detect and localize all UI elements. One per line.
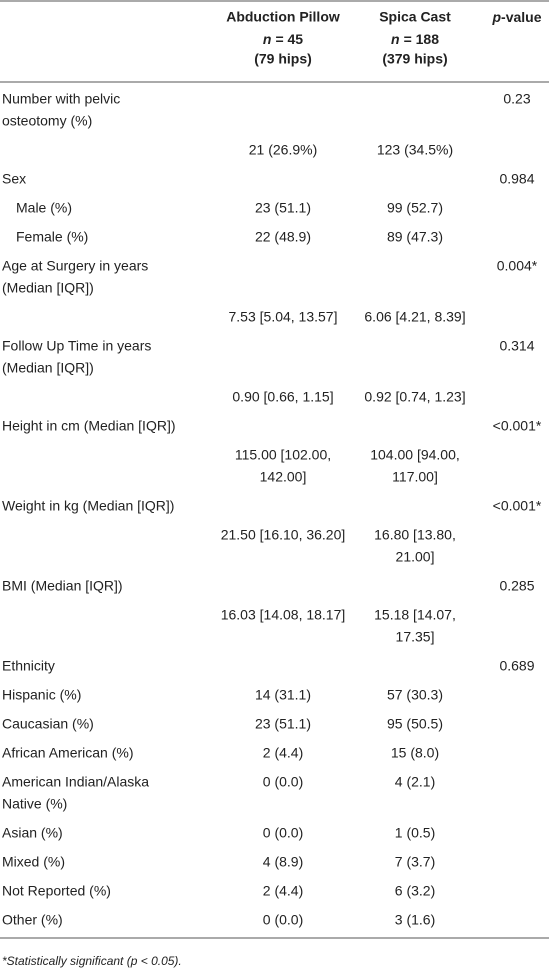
- column-title: Abduction Pillow: [226, 9, 340, 25]
- cell-label: BMI (Median [IQR]): [2, 578, 123, 594]
- cell-p: 0.23: [503, 91, 530, 107]
- column-n: n = 45: [263, 31, 303, 47]
- cell-cast: 117.00]: [392, 469, 438, 485]
- cell-label: Follow Up Time in years: [2, 338, 151, 354]
- cell-cast: 7 (3.7): [395, 854, 435, 870]
- cell-pillow: 14 (31.1): [255, 687, 311, 703]
- p-symbol: p: [491, 9, 501, 25]
- cell-cast: 16.80 [13.80,: [374, 527, 456, 543]
- cell-pillow: 4 (8.9): [263, 854, 303, 870]
- cell-cast: 57 (30.3): [387, 687, 443, 703]
- cell-label: Caucasian (%): [2, 716, 94, 732]
- cell-label: Asian (%): [2, 825, 63, 841]
- cell-cast: 6.06 [4.21, 8.39]: [364, 309, 465, 325]
- p-suffix: -value: [501, 9, 542, 25]
- cell-p: 0.285: [499, 578, 534, 594]
- n-value: = 45: [275, 31, 303, 47]
- cell-pillow: 0.90 [0.66, 1.15]: [232, 389, 333, 405]
- cell-cast: 15 (8.0): [391, 745, 439, 761]
- cell-label: (Median [IQR]): [2, 360, 94, 376]
- cell-pillow: 2 (4.4): [263, 883, 303, 899]
- cell-p: <0.001*: [493, 498, 542, 514]
- cell-pillow: 21.50 [16.10, 36.20]: [221, 527, 346, 543]
- cell-label: Female (%): [16, 229, 88, 245]
- cell-pillow: 21 (26.9%): [249, 142, 317, 158]
- cell-cast: 15.18 [14.07,: [374, 607, 456, 623]
- cell-label: American Indian/Alaska: [2, 774, 149, 790]
- cell-cast: 6 (3.2): [395, 883, 435, 899]
- cell-label: Age at Surgery in years: [2, 258, 148, 274]
- cell-pillow: 23 (51.1): [255, 716, 311, 732]
- cell-pillow: 0 (0.0): [263, 774, 303, 790]
- column-hips: (79 hips): [254, 51, 312, 67]
- column-n: n = 188: [391, 31, 439, 47]
- cell-cast: 1 (0.5): [395, 825, 435, 841]
- cell-pillow: 115.00 [102.00,: [235, 447, 331, 463]
- p-header: p-value: [491, 9, 541, 25]
- cell-cast: 0.92 [0.74, 1.23]: [364, 389, 465, 405]
- cell-p: 0.004*: [497, 258, 538, 274]
- cell-label: Number with pelvic: [2, 91, 120, 107]
- column-title: Spica Cast: [379, 9, 451, 25]
- cell-cast: 89 (47.3): [387, 229, 443, 245]
- cell-p: 0.314: [499, 338, 534, 354]
- cell-label: Sex: [2, 171, 26, 187]
- cell-p: 0.689: [499, 658, 534, 674]
- cell-label: Not Reported (%): [2, 883, 111, 899]
- cell-label: Height in cm (Median [IQR]): [2, 418, 176, 434]
- cell-label: Weight in kg (Median [IQR]): [2, 498, 174, 514]
- cell-label: (Median [IQR]): [2, 280, 94, 296]
- cell-cast: 104.00 [94.00,: [370, 447, 460, 463]
- n-value: = 188: [404, 31, 440, 47]
- cell-pillow: 22 (48.9): [255, 229, 311, 245]
- cell-label: Mixed (%): [2, 854, 65, 870]
- n-symbol: n: [263, 31, 272, 47]
- cell-cast: 95 (50.5): [387, 716, 443, 732]
- footnote: *Statistically significant (p < 0.05).: [2, 954, 182, 968]
- cell-p: 0.984: [499, 171, 534, 187]
- cell-pillow: 7.53 [5.04, 13.57]: [229, 309, 338, 325]
- cell-label: African American (%): [2, 745, 133, 761]
- cell-cast: 3 (1.6): [395, 912, 435, 928]
- cell-pillow: 2 (4.4): [263, 745, 303, 761]
- cell-pillow: 0 (0.0): [263, 912, 303, 928]
- cell-label: Native (%): [2, 796, 67, 812]
- cell-pillow: 142.00]: [260, 469, 307, 485]
- cell-label: Male (%): [16, 200, 72, 216]
- cell-cast: 99 (52.7): [387, 200, 443, 216]
- cell-pillow: 16.03 [14.08, 18.17]: [221, 607, 346, 623]
- cell-cast: 21.00]: [396, 549, 435, 565]
- cell-pillow: 23 (51.1): [255, 200, 311, 216]
- cell-p: <0.001*: [493, 418, 542, 434]
- cell-label: Hispanic (%): [2, 687, 81, 703]
- cell-cast: 4 (2.1): [395, 774, 435, 790]
- cell-pillow: 0 (0.0): [263, 825, 303, 841]
- cell-cast: 123 (34.5%): [377, 142, 453, 158]
- cell-cast: 17.35]: [396, 629, 435, 645]
- cell-label: Ethnicity: [2, 658, 55, 674]
- column-hips: (379 hips): [382, 51, 447, 67]
- cell-label: osteotomy (%): [2, 113, 92, 129]
- n-symbol: n: [391, 31, 400, 47]
- cell-label: Other (%): [2, 912, 63, 928]
